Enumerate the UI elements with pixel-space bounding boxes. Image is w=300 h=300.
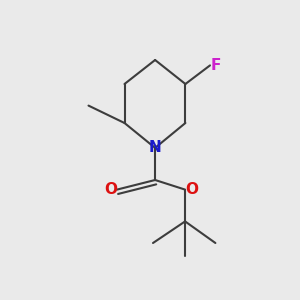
Text: F: F [211, 58, 221, 73]
Text: N: N [149, 140, 161, 155]
Text: O: O [185, 182, 198, 197]
Text: O: O [104, 182, 117, 197]
